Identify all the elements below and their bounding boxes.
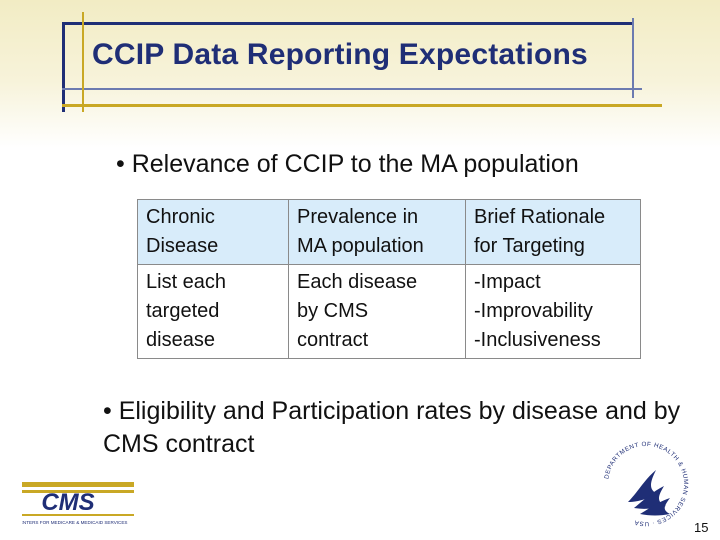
header-cell-prevalence: Prevalence in MA population — [288, 199, 466, 265]
hhs-seal: DEPARTMENT OF HEALTH & HUMAN SERVICES · … — [603, 441, 688, 527]
cell-line: Chronic — [146, 206, 215, 228]
slide-title: CCIP Data Reporting Expectations — [92, 38, 588, 71]
table-cell: Each disease by CMS contract — [288, 264, 466, 359]
page-number: 15 — [694, 520, 709, 535]
cell-line: Brief Rationale — [474, 206, 606, 228]
cell-line: for Targeting — [474, 235, 585, 257]
ccip-table: Chronic Disease Prevalence in MA populat… — [137, 199, 641, 359]
svg-text:CMS: CMS — [41, 489, 94, 516]
cell-line: by CMS — [297, 300, 369, 322]
table-cell: -Impact -Improvability -Inclusiveness — [465, 264, 641, 359]
cell-line: -Inclusiveness — [474, 329, 601, 351]
cell-line: disease — [146, 329, 215, 351]
cell-line: MA population — [297, 235, 424, 257]
bullet-relevance: • Relevance of CCIP to the MA population — [116, 150, 579, 178]
bullet-eligibility: • Eligibility and Participation rates by… — [103, 397, 681, 458]
cell-line: Prevalence in — [297, 206, 419, 228]
frame-line-bottom — [62, 88, 642, 90]
frame-line-top — [62, 22, 634, 25]
svg-text:CENTERS FOR MEDICARE & MEDICAI: CENTERS FOR MEDICARE & MEDICAID SERVICES — [22, 520, 127, 525]
cell-line: Disease — [146, 235, 219, 257]
cell-line: -Improvability — [474, 300, 593, 322]
header-cell-disease: Chronic Disease — [137, 199, 289, 265]
cell-line: contract — [297, 329, 369, 351]
cell-line: Each disease — [297, 271, 418, 293]
cell-line: targeted — [146, 300, 220, 322]
frame-line-right — [632, 18, 634, 98]
table-cell: List each targeted disease — [137, 264, 289, 359]
gold-accent-vertical — [82, 12, 84, 112]
cell-line: List each — [146, 271, 227, 293]
table-header-row: Chronic Disease Prevalence in MA populat… — [137, 199, 641, 265]
header-cell-rationale: Brief Rationale for Targeting — [465, 199, 641, 265]
cell-line: -Impact — [474, 271, 541, 293]
cms-logo: CMS CENTERS FOR MEDICARE & MEDICAID SERV… — [22, 482, 134, 525]
frame-line-left — [62, 22, 65, 112]
gold-accent-line — [62, 104, 662, 107]
table-row: List each targeted disease Each disease … — [137, 264, 641, 359]
